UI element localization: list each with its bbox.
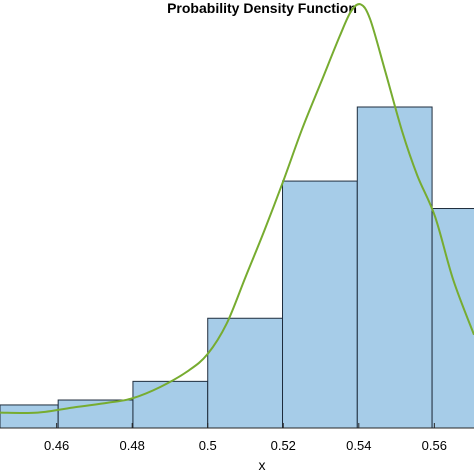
x-tick-label: 0.5 — [199, 438, 217, 453]
histogram-bar-1 — [0, 404, 59, 429]
x-tick-label: 0.48 — [120, 438, 145, 453]
histogram-bar-4 — [207, 317, 284, 429]
x-tick-label: 0.46 — [44, 438, 69, 453]
histogram-bar-6 — [356, 106, 433, 429]
x-axis-ticks: 0.46 0.48 0.5 0.52 0.54 0.56 — [44, 423, 447, 453]
x-tick-label: 0.52 — [271, 438, 296, 453]
histogram-bar-5 — [282, 180, 358, 429]
density-curve — [0, 3, 474, 415]
x-axis-label: x — [259, 457, 266, 473]
density-curve-layer — [0, 3, 474, 415]
x-tick-label: 0.56 — [422, 438, 447, 453]
x-tick-label: 0.54 — [346, 438, 371, 453]
chart-title: Probability Density Function — [167, 0, 357, 16]
histogram-bars — [0, 106, 474, 429]
histogram-bar-3 — [132, 380, 209, 429]
